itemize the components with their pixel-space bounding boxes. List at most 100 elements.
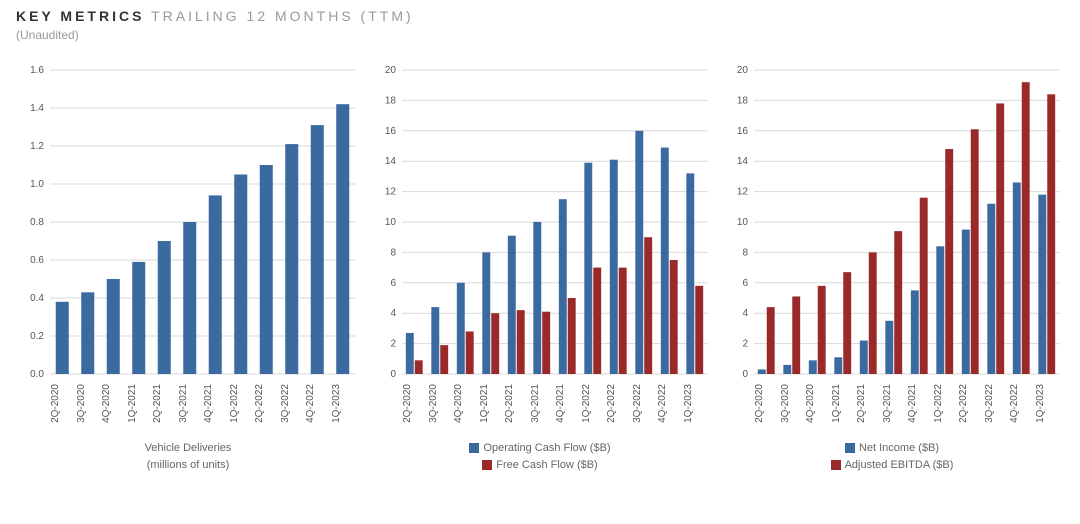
svg-text:12: 12 <box>737 187 749 198</box>
x-tick-label: 3Q-2020 <box>76 384 102 425</box>
bar <box>996 103 1004 374</box>
svg-text:18: 18 <box>737 95 749 106</box>
bar <box>619 268 627 374</box>
bar <box>584 163 592 374</box>
svg-text:1.2: 1.2 <box>30 141 44 152</box>
x-tick-label: 2Q-2021 <box>856 384 882 425</box>
x-tick-label: 4Q-2020 <box>805 384 831 425</box>
svg-text:0.0: 0.0 <box>30 369 44 380</box>
bar <box>457 283 465 374</box>
svg-text:6: 6 <box>742 278 748 289</box>
svg-text:14: 14 <box>737 156 749 167</box>
bar <box>843 272 851 374</box>
bar <box>568 298 576 374</box>
bar <box>415 360 423 374</box>
svg-text:0.4: 0.4 <box>30 293 44 304</box>
legend-cashflow: Operating Cash Flow ($B) Free Cash Flow (… <box>368 440 712 473</box>
bar <box>783 365 791 374</box>
svg-text:4: 4 <box>390 308 396 319</box>
title-bold: KEY METRICS <box>16 8 144 24</box>
bar <box>209 195 222 374</box>
svg-text:20: 20 <box>737 65 749 76</box>
svg-text:10: 10 <box>737 217 749 228</box>
svg-text:8: 8 <box>390 247 396 258</box>
header: KEY METRICS TRAILING 12 MONTHS (TTM) (Un… <box>16 8 1064 42</box>
bar <box>482 252 490 374</box>
x-tick-label: 1Q-2022 <box>581 384 607 425</box>
x-tick-label: 1Q-2022 <box>933 384 959 425</box>
legend-label: Adjusted EBITDA ($B) <box>845 459 954 471</box>
chart-panel-deliveries: 0.00.20.40.60.81.01.21.41.62Q-20203Q-202… <box>16 60 360 500</box>
bar <box>183 222 196 374</box>
bar <box>971 129 979 374</box>
x-tick-label: 1Q-2023 <box>683 384 709 425</box>
svg-text:8: 8 <box>742 247 748 258</box>
bar <box>758 369 766 374</box>
x-tick-label: 4Q-2022 <box>1009 384 1035 425</box>
legend-label: Free Cash Flow ($B) <box>496 459 597 471</box>
bar <box>56 302 69 374</box>
legend-row: Adjusted EBITDA ($B) <box>720 457 1064 474</box>
bar <box>466 331 474 374</box>
x-tick-label: 3Q-2020 <box>428 384 454 425</box>
bar <box>860 341 868 374</box>
bar <box>559 199 567 374</box>
bar <box>132 262 145 374</box>
x-tick-label: 2Q-2021 <box>152 384 178 425</box>
legend-income: Net Income ($B)Adjusted EBITDA ($B) <box>720 440 1064 473</box>
bar <box>936 246 944 374</box>
charts-row: 0.00.20.40.60.81.01.21.41.62Q-20203Q-202… <box>16 60 1064 500</box>
x-tick-label: 3Q-2020 <box>780 384 806 425</box>
x-tick-label: 1Q-2021 <box>479 384 505 425</box>
bar <box>542 312 550 374</box>
x-axis-labels: 2Q-20203Q-20204Q-20201Q-20212Q-20213Q-20… <box>16 380 360 440</box>
bar <box>869 252 877 374</box>
chart-plot-deliveries: 0.00.20.40.60.81.01.21.41.6 <box>16 60 360 380</box>
bar <box>635 131 643 374</box>
bar <box>945 149 953 374</box>
legend-row: Free Cash Flow ($B) <box>368 457 712 474</box>
legend-deliveries: Vehicle Deliveries(millions of units) <box>16 440 360 473</box>
x-tick-label: 2Q-2022 <box>254 384 280 425</box>
bar <box>885 321 893 374</box>
x-tick-label: 3Q-2022 <box>632 384 658 425</box>
svg-text:2: 2 <box>390 339 396 350</box>
bar <box>406 333 414 374</box>
bar <box>818 286 826 374</box>
legend-swatch <box>469 443 479 453</box>
bar <box>962 230 970 374</box>
bar <box>894 231 902 374</box>
bar <box>508 236 516 374</box>
bar <box>670 260 678 374</box>
svg-text:0: 0 <box>742 369 748 380</box>
svg-text:6: 6 <box>390 278 396 289</box>
x-tick-label: 3Q-2021 <box>882 384 908 425</box>
bar <box>809 360 817 374</box>
x-tick-label: 4Q-2021 <box>907 384 933 425</box>
x-tick-label: 2Q-2022 <box>958 384 984 425</box>
svg-text:0: 0 <box>390 369 396 380</box>
chart-caption-line: Vehicle Deliveries <box>16 440 360 457</box>
bar <box>234 175 247 375</box>
legend-row: Operating Cash Flow ($B) <box>368 440 712 457</box>
bar <box>834 357 842 374</box>
chart-panel-cashflow: 024681012141618202Q-20203Q-20204Q-20201Q… <box>368 60 712 500</box>
svg-text:1.6: 1.6 <box>30 65 44 76</box>
legend-label: Operating Cash Flow ($B) <box>483 442 610 454</box>
x-tick-label: 2Q-2020 <box>402 384 428 425</box>
bar <box>1022 82 1030 374</box>
svg-text:16: 16 <box>737 126 749 137</box>
legend-item: Operating Cash Flow ($B) <box>469 440 610 457</box>
x-tick-label: 4Q-2020 <box>453 384 479 425</box>
x-axis-labels: 2Q-20203Q-20204Q-20201Q-20212Q-20213Q-20… <box>720 380 1064 440</box>
svg-text:16: 16 <box>385 126 397 137</box>
bar <box>1047 94 1055 374</box>
bar <box>695 286 703 374</box>
bar <box>987 204 995 374</box>
page-title: KEY METRICS TRAILING 12 MONTHS (TTM) <box>16 8 1064 24</box>
legend-item: Adjusted EBITDA ($B) <box>831 457 954 474</box>
svg-text:4: 4 <box>742 308 748 319</box>
bar <box>440 345 448 374</box>
x-tick-label: 4Q-2022 <box>657 384 683 425</box>
x-tick-label: 4Q-2020 <box>101 384 127 425</box>
